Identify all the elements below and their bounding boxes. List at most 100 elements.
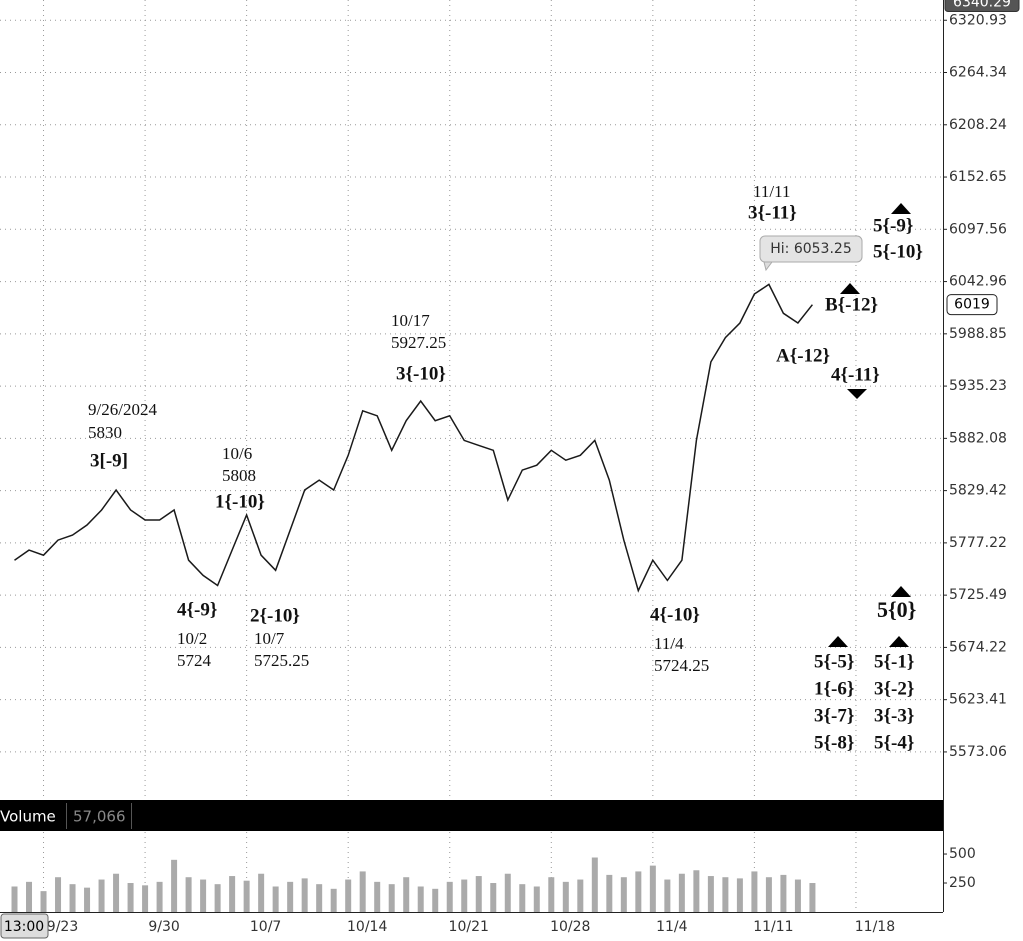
y-tick-label: 6042.96 [949,274,1007,290]
volume-bar [287,881,294,912]
y-tick-label: 5882.08 [949,430,1007,446]
annotation: 5{-9} [873,215,913,236]
annotation: 3{-3} [874,705,914,726]
volume-bar [678,873,685,912]
y-tick-label: 500 [949,846,976,862]
last-value-box [946,294,998,316]
volume-bar [142,885,149,912]
high-label: Hi: 6053.25 [770,241,851,257]
volume-bar [98,879,105,912]
y-tick-label: 5725.49 [949,587,1007,603]
wave-markers [828,203,911,647]
y-tick-label: 5777.22 [949,535,1007,551]
volume-bar [664,879,671,912]
annotation: 4{-11} [831,364,880,385]
volume-bar [693,870,700,912]
annotation: 5725.25 [254,651,309,670]
volume-bar [40,891,47,912]
volume-bar [591,857,598,912]
volume-bar [171,859,178,912]
volume-bar [127,883,134,912]
annotation: 9/26/2024 [88,400,157,419]
annotation: 10/7 [254,629,285,648]
volume-bar [388,884,395,912]
volume-bar [751,871,758,912]
volume-bar [490,883,497,912]
volume-bar [620,877,627,912]
volume-bar [359,871,366,912]
volume-bar [258,873,265,912]
x-tick-label: 10/28 [550,919,590,935]
volume-bar [649,865,656,912]
volume-bar [200,879,207,912]
up-triangle [889,636,909,647]
annotation: 5{-1} [874,651,914,672]
volume-bar [229,876,236,912]
annotation: A{-12} [776,345,830,366]
volume-bar [736,878,743,912]
x-tick-label: 11/18 [855,919,895,935]
up-triangle [891,586,911,597]
tooltip-box [759,235,863,263]
volume-bar [562,881,569,912]
up-triangle [828,636,848,647]
last-value: 6019 [954,297,990,313]
x-tick-label: 11/4 [656,919,688,935]
cursor-value: 6340.29 [953,0,1011,10]
annotation: 3{-7} [814,705,854,726]
volume-bar [417,886,424,912]
annotation: 10/2 [177,629,207,648]
annotation: 5{-8} [814,732,854,753]
volume-bar [301,878,308,912]
volume-bar [243,880,250,912]
volume-bar [185,877,192,912]
volume-bar [519,884,526,912]
y-tick-label: 5573.06 [949,744,1007,760]
annotation: 11/11 [753,182,790,201]
annotation: 10/6 [222,444,252,463]
volume-bar [533,886,540,912]
annotation: 2{-10} [250,605,300,626]
annotation: 5808 [222,466,256,485]
volume-bar [809,883,816,912]
annotation: 5927.25 [391,333,446,352]
annotation: 5724 [177,651,212,670]
down-triangle [847,389,867,399]
volume-bar [432,888,439,912]
x-tick-label: 10/21 [449,919,489,935]
volume-bar [156,881,163,912]
volume-title: Volume [0,808,56,826]
y-tick-label: 5935.23 [949,378,1007,394]
y-tick-label: 5623.41 [949,692,1007,708]
up-triangle [840,283,860,294]
volume-bar [214,884,221,912]
x-tick-label: 9/23 [47,919,78,935]
y-tick-label: 5988.85 [949,326,1007,342]
volume-bar [113,873,120,912]
annotation: 1{-10} [215,491,265,512]
x-tick-label: 9/30 [148,919,179,935]
annotation: 5830 [88,423,122,442]
price-line [14,283,813,593]
y-tick-label: 5829.42 [949,483,1007,499]
annotation: 4{-10} [650,604,700,625]
y-tick-label: 6152.65 [949,169,1007,185]
up-triangle [891,203,911,214]
volume-header [0,800,943,831]
annotation: 3{-2} [874,678,914,699]
volume-bar [635,871,642,912]
volume-bar [794,879,801,912]
volume-bar [461,879,468,912]
volume-bar [11,886,18,912]
volume-bar [403,877,410,912]
y-tick-label: 250 [949,875,976,891]
annotation: 3{-11} [748,202,797,223]
annotation: 4{-9} [177,599,217,620]
volume-bar [446,881,453,912]
x-tick-label: 10/14 [347,919,387,935]
annotation: 5{-4} [874,732,914,753]
annotation: 5{-10} [873,241,923,262]
annotation: B{-12} [825,294,878,315]
